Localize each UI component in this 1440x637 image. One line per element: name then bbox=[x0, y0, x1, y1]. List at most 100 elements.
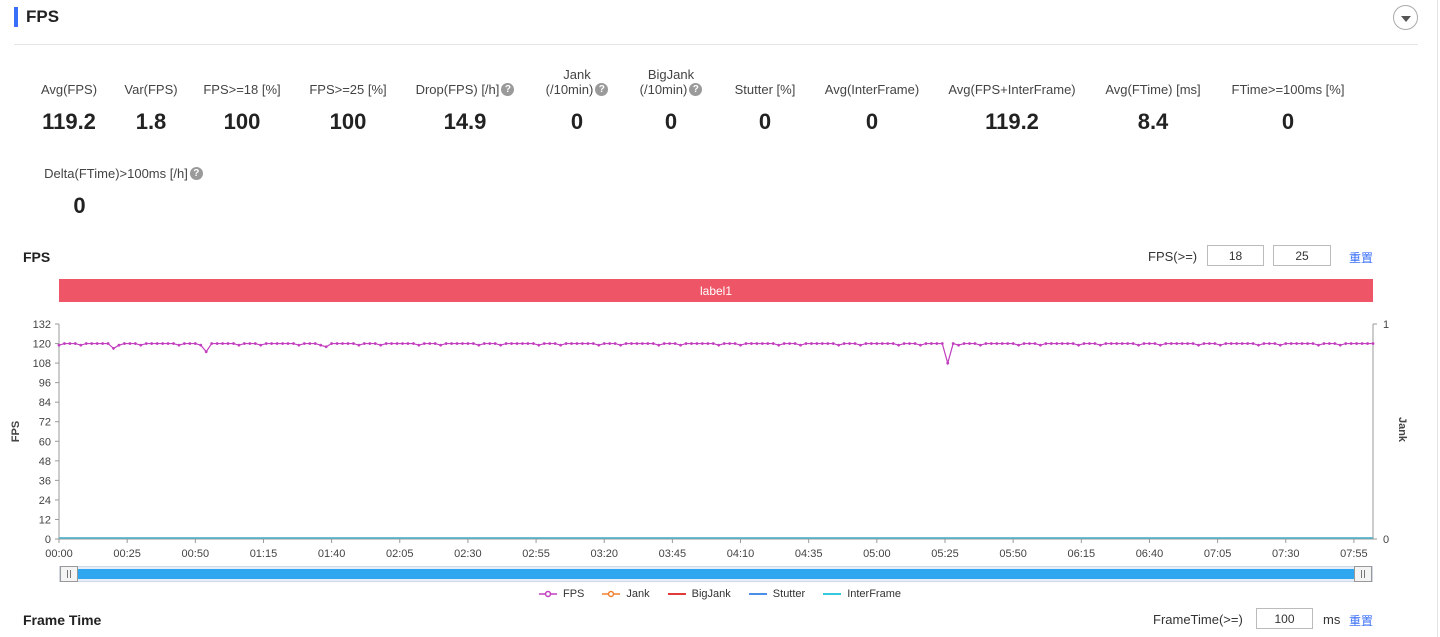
fps-point bbox=[128, 342, 132, 345]
fps-point bbox=[1317, 343, 1320, 347]
fps-point bbox=[499, 343, 503, 347]
fps-point bbox=[215, 342, 219, 345]
fps-point bbox=[711, 342, 715, 345]
help-icon[interactable]: ? bbox=[689, 83, 703, 96]
y-tick-label: 12 bbox=[39, 514, 51, 526]
x-tick-label: 05:50 bbox=[999, 548, 1027, 560]
fps-point bbox=[929, 342, 933, 345]
legend-item-stutter[interactable]: Stutter bbox=[748, 588, 805, 600]
help-icon[interactable]: ? bbox=[189, 167, 203, 180]
fps-point bbox=[482, 342, 486, 345]
fps-point bbox=[270, 342, 274, 345]
fps-point bbox=[455, 342, 459, 345]
fps-point bbox=[869, 342, 873, 345]
fps-threshold-input-2[interactable] bbox=[1273, 245, 1331, 266]
fps-point bbox=[248, 342, 252, 345]
fps-point bbox=[788, 342, 792, 345]
fps-point bbox=[1191, 342, 1195, 345]
fps-point bbox=[1126, 342, 1130, 345]
fps-point bbox=[651, 342, 655, 345]
help-icon[interactable]: ? bbox=[501, 83, 515, 96]
fps-point bbox=[1355, 342, 1359, 345]
label-band[interactable]: label1 bbox=[59, 279, 1373, 302]
fps-point bbox=[662, 342, 666, 345]
fps-point bbox=[853, 342, 857, 345]
fps-point bbox=[335, 342, 339, 345]
fps-point bbox=[1240, 342, 1244, 345]
metric-label-wrap: Drop(FPS) [/h]? bbox=[405, 82, 525, 97]
fps-point bbox=[777, 343, 781, 347]
metric-label-line2: (/10min) bbox=[639, 82, 688, 97]
fps-point bbox=[444, 342, 448, 345]
legend-item-fps[interactable]: FPS bbox=[539, 588, 584, 600]
fps-point bbox=[292, 342, 295, 345]
fps-point bbox=[57, 343, 61, 347]
legend-item-jank[interactable]: Jank bbox=[602, 588, 650, 600]
fps-point bbox=[1360, 342, 1364, 345]
fps-point bbox=[848, 342, 851, 345]
fps-point bbox=[1049, 342, 1053, 345]
fps-point bbox=[924, 342, 928, 345]
fps-point bbox=[739, 343, 742, 347]
zoom-handle-left[interactable] bbox=[60, 566, 78, 582]
fps-point bbox=[84, 342, 88, 345]
fps-point bbox=[891, 342, 895, 345]
legend-label: FPS bbox=[563, 588, 585, 600]
help-icon[interactable]: ? bbox=[595, 83, 609, 96]
fps-point bbox=[433, 342, 437, 345]
page-title: FPS bbox=[26, 7, 60, 26]
metric-fps-ge-18: FPS>=18 [%] 100 bbox=[192, 82, 292, 135]
fps-point bbox=[564, 342, 568, 345]
fps-point bbox=[619, 343, 622, 347]
title-accent-bar bbox=[14, 7, 18, 27]
legend-item-bigjank[interactable]: BigJank bbox=[667, 588, 731, 600]
fps-point bbox=[733, 342, 737, 345]
frame-time-reset-button[interactable]: 重置 bbox=[1349, 614, 1374, 628]
legend-item-interframe[interactable]: InterFrame bbox=[823, 588, 901, 600]
fps-point bbox=[450, 342, 453, 345]
metric-bigjank: BigJank (/10min)? 0 bbox=[626, 67, 716, 135]
fps-point bbox=[155, 342, 159, 345]
fps-point bbox=[1169, 342, 1173, 345]
fps-point bbox=[1235, 342, 1239, 345]
frame-time-threshold-input[interactable] bbox=[1256, 608, 1313, 629]
fps-point bbox=[1224, 342, 1228, 345]
data-zoom-range[interactable] bbox=[76, 569, 1356, 579]
metric-value: 1.8 bbox=[135, 109, 167, 134]
fps-point bbox=[1338, 343, 1342, 347]
fps-point bbox=[902, 342, 906, 345]
metric-delta-ftime: Delta(FTime)>100ms [/h]? 0 bbox=[36, 166, 211, 219]
fps-point bbox=[95, 342, 99, 345]
fps-point bbox=[346, 342, 350, 345]
metric-drop-fps: Drop(FPS) [/h]? 14.9 bbox=[405, 82, 525, 135]
collapse-button[interactable] bbox=[1393, 5, 1418, 30]
fps-point bbox=[908, 342, 911, 345]
legend-marker bbox=[602, 590, 621, 598]
fps-point bbox=[897, 343, 901, 347]
fps-point bbox=[640, 342, 644, 345]
fps-point bbox=[302, 342, 306, 345]
fps-point bbox=[73, 342, 77, 345]
fps-line-chart[interactable]: 0 12 24 36 48 60 72 84 96 108 120 132 0 1 FPS Jank 00:00… bbox=[0, 310, 1440, 565]
fps-reset-button[interactable]: 重置 bbox=[1349, 251, 1374, 265]
x-tick-label: 02:30 bbox=[454, 548, 482, 560]
fps-point bbox=[1284, 342, 1288, 345]
frame-time-threshold-label: FrameTime(>=) bbox=[1153, 612, 1243, 627]
fps-point bbox=[1022, 342, 1026, 345]
fps-point bbox=[1011, 342, 1015, 345]
fps-point bbox=[384, 342, 388, 345]
x-tick-label: 05:00 bbox=[863, 548, 891, 560]
fps-point bbox=[133, 342, 137, 345]
fps-point bbox=[1000, 342, 1004, 345]
fps-threshold-input-1[interactable] bbox=[1207, 245, 1264, 266]
zoom-handle-right[interactable] bbox=[1354, 566, 1372, 582]
data-zoom-slider[interactable] bbox=[59, 566, 1373, 582]
fps-point bbox=[362, 342, 366, 345]
fps-point bbox=[700, 342, 704, 345]
metric-var-fps: Var(FPS) 1.8 bbox=[116, 82, 186, 135]
fps-point bbox=[859, 343, 862, 347]
fps-point bbox=[1039, 343, 1042, 347]
fps-point bbox=[417, 343, 421, 347]
fps-point bbox=[521, 342, 524, 345]
fps-point bbox=[1311, 342, 1315, 345]
